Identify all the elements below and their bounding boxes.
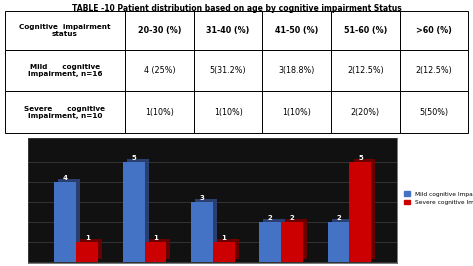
Text: 5(50%): 5(50%) <box>420 108 448 117</box>
Bar <box>354 159 376 259</box>
Text: Severe      cognitive
Impairment, n=10: Severe cognitive Impairment, n=10 <box>25 106 105 119</box>
Text: 5: 5 <box>358 155 363 161</box>
Text: 1(10%): 1(10%) <box>214 108 243 117</box>
Bar <box>331 92 400 133</box>
Bar <box>195 199 217 259</box>
Bar <box>194 50 263 92</box>
Bar <box>400 92 468 133</box>
Text: Mild      cognitive
Impairment, n=16: Mild cognitive Impairment, n=16 <box>28 64 102 77</box>
Bar <box>149 239 170 259</box>
Bar <box>194 92 263 133</box>
Bar <box>76 242 98 262</box>
Text: 1: 1 <box>221 235 226 241</box>
Bar <box>281 222 303 262</box>
Bar <box>217 239 239 259</box>
Text: >60 (%): >60 (%) <box>416 26 452 35</box>
Bar <box>59 179 80 259</box>
Text: 2: 2 <box>268 215 272 221</box>
Bar <box>125 11 194 50</box>
Bar <box>5 50 125 92</box>
Text: 51-60 (%): 51-60 (%) <box>344 26 387 35</box>
Text: 5(31.2%): 5(31.2%) <box>210 66 246 75</box>
Bar <box>5 92 125 133</box>
Text: 31-40 (%): 31-40 (%) <box>207 26 250 35</box>
Bar <box>5 11 125 50</box>
Bar <box>213 242 235 262</box>
Bar <box>123 162 145 262</box>
Bar <box>263 50 331 92</box>
Text: 5: 5 <box>131 155 136 161</box>
Bar <box>125 50 194 92</box>
Bar <box>80 239 102 259</box>
Bar <box>145 242 166 262</box>
Text: 4 (25%): 4 (25%) <box>144 66 175 75</box>
Bar <box>285 219 307 259</box>
Bar <box>400 50 468 92</box>
Text: 3: 3 <box>200 195 204 201</box>
Text: 4: 4 <box>63 175 68 181</box>
Text: 1(10%): 1(10%) <box>145 108 174 117</box>
Bar <box>400 11 468 50</box>
Text: Cognitive  impairment
status: Cognitive impairment status <box>19 24 111 37</box>
Bar <box>328 222 350 262</box>
Bar <box>331 50 400 92</box>
Bar <box>259 222 281 262</box>
Legend: Mild cognitive Impairment, Severe cognitive Impairment: Mild cognitive Impairment, Severe cognit… <box>403 190 473 207</box>
Bar <box>127 159 149 259</box>
Text: 20-30 (%): 20-30 (%) <box>138 26 181 35</box>
Bar <box>332 219 354 259</box>
Text: 1: 1 <box>85 235 89 241</box>
Text: TABLE -10 Patient distribution based on age by cognitive impairment Status: TABLE -10 Patient distribution based on … <box>71 4 402 13</box>
Text: 1(10%): 1(10%) <box>282 108 311 117</box>
Text: 1: 1 <box>153 235 158 241</box>
Bar <box>194 11 263 50</box>
Text: 2(12.5%): 2(12.5%) <box>416 66 452 75</box>
Bar <box>191 202 213 262</box>
Text: 2: 2 <box>336 215 341 221</box>
Bar <box>263 92 331 133</box>
Bar <box>350 162 371 262</box>
Text: 2(20%): 2(20%) <box>351 108 380 117</box>
Bar <box>54 182 76 262</box>
Text: 41-50 (%): 41-50 (%) <box>275 26 318 35</box>
Bar <box>125 92 194 133</box>
Text: 2: 2 <box>290 215 295 221</box>
Bar <box>263 219 285 259</box>
Bar <box>331 11 400 50</box>
Bar <box>263 11 331 50</box>
Text: 3(18.8%): 3(18.8%) <box>279 66 315 75</box>
Text: 2(12.5%): 2(12.5%) <box>347 66 384 75</box>
